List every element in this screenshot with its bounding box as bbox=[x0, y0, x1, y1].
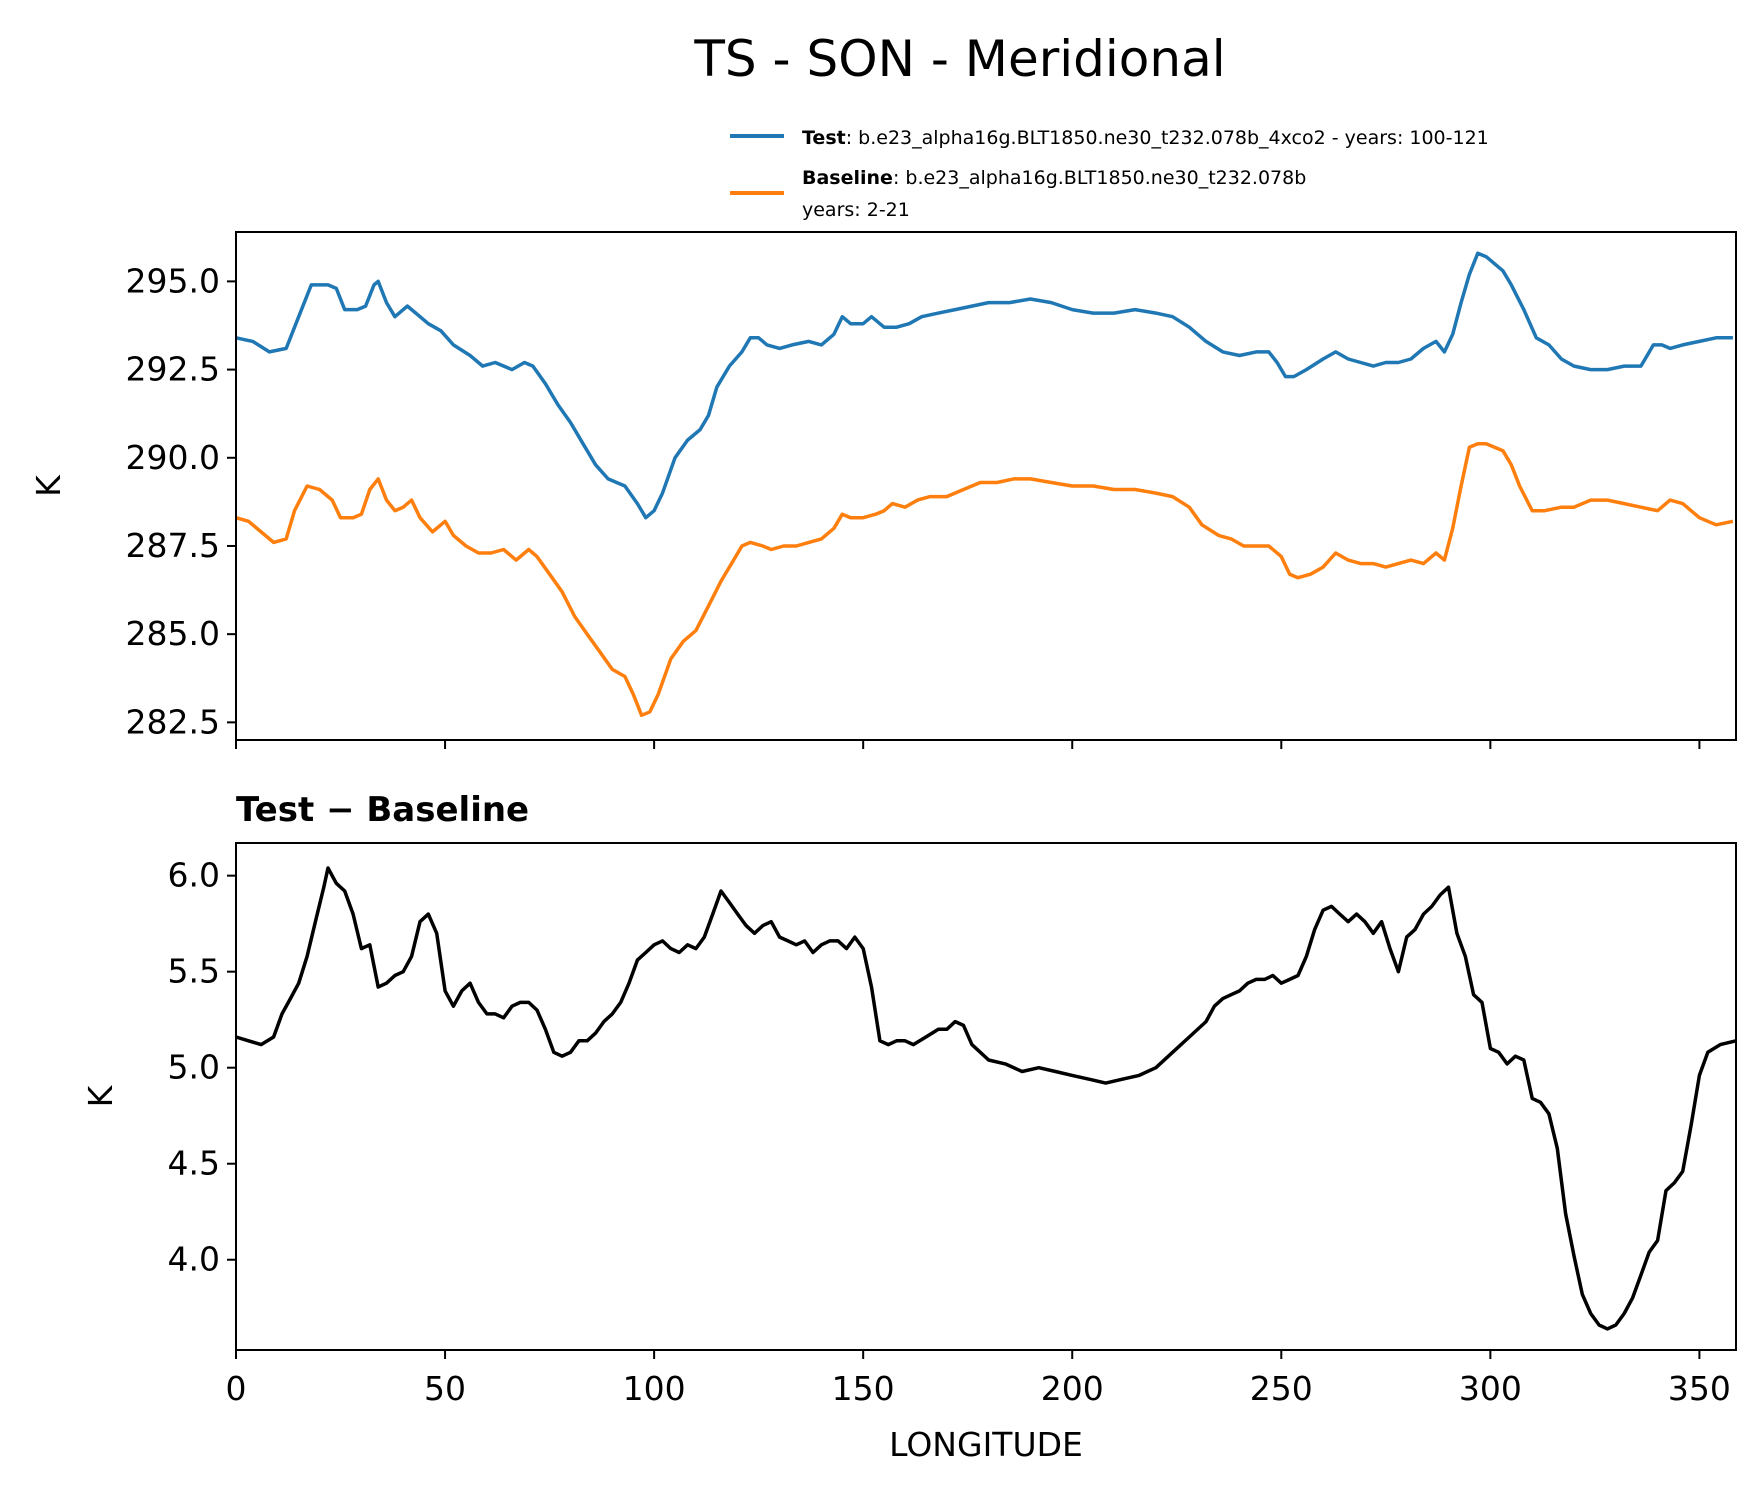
legend-baseline-years: years: 2-21 bbox=[802, 199, 910, 221]
bottom-chart-xtick-label: 350 bbox=[1668, 1369, 1731, 1408]
bottom-chart-xtick-label: 0 bbox=[226, 1369, 247, 1408]
bottom-chart-ytick-label: 6.0 bbox=[168, 856, 220, 895]
top-chart-ytick-label: 292.5 bbox=[126, 350, 220, 389]
bottom-chart-xlabel: LONGITUDE bbox=[889, 1425, 1083, 1464]
bottom-chart-ytick-label: 5.5 bbox=[168, 952, 220, 991]
legend-test-entry: Test: b.e23_alpha16g.BLT1850.ne30_t232.0… bbox=[802, 127, 1489, 149]
bottom-chart-xtick-label: 50 bbox=[424, 1369, 466, 1408]
top-chart-series-line-test bbox=[235, 251, 1733, 520]
top-chart-series-line-baseline bbox=[235, 441, 1734, 718]
legend-baseline-text: : b.e23_alpha16g.BLT1850.ne30_t232.078b bbox=[893, 167, 1306, 189]
bottom-chart-xtick-label: 250 bbox=[1250, 1369, 1313, 1408]
bottom-chart-xtick-label: 100 bbox=[623, 1369, 686, 1408]
top-chart-ytick-label: 295.0 bbox=[126, 261, 220, 300]
bottom-chart-ytick-label: 4.5 bbox=[168, 1144, 220, 1183]
bottom-panel: 4.0 4.5 5.0 5.5 6.0 0 50 100 150 200 250 300 350 K Tes… bbox=[81, 790, 1737, 1464]
bottom-chart-ylabel: K bbox=[81, 1084, 120, 1107]
top-chart-ytick-label: 287.5 bbox=[126, 526, 220, 565]
bottom-chart-frame bbox=[235, 842, 1737, 1351]
top-chart-frame bbox=[235, 231, 1737, 741]
legend-test-label: Test bbox=[802, 127, 846, 149]
legend-baseline-entry: Baseline: b.e23_alpha16g.BLT1850.ne30_t2… bbox=[802, 167, 1306, 189]
top-panel: 282.5 285.0 287.5 290.0 292.5 295.0 K bbox=[29, 231, 1737, 749]
bottom-chart-xtick-label: 150 bbox=[832, 1369, 895, 1408]
top-chart-ytick-label: 282.5 bbox=[126, 702, 220, 741]
bottom-chart-ytick-label: 4.0 bbox=[168, 1240, 220, 1279]
bottom-chart-xtick-label: 300 bbox=[1459, 1369, 1522, 1408]
bottom-chart-title: Test − Baseline bbox=[236, 790, 529, 830]
bottom-chart-xtick-label: 200 bbox=[1041, 1369, 1104, 1408]
legend: Test: b.e23_alpha16g.BLT1850.ne30_t232.0… bbox=[730, 127, 1489, 221]
top-chart-ylabel: K bbox=[29, 474, 68, 497]
top-chart-ytick-label: 285.0 bbox=[126, 614, 220, 653]
bottom-chart-ytick-label: 5.0 bbox=[168, 1048, 220, 1087]
figure-title: TS - SON - Meridional bbox=[693, 30, 1225, 88]
top-chart-ytick-label: 290.0 bbox=[126, 438, 220, 477]
legend-test-text: : b.e23_alpha16g.BLT1850.ne30_t232.078b_… bbox=[846, 127, 1489, 149]
bottom-chart-series-line-diff bbox=[235, 866, 1737, 1331]
legend-baseline-label: Baseline bbox=[802, 167, 893, 189]
